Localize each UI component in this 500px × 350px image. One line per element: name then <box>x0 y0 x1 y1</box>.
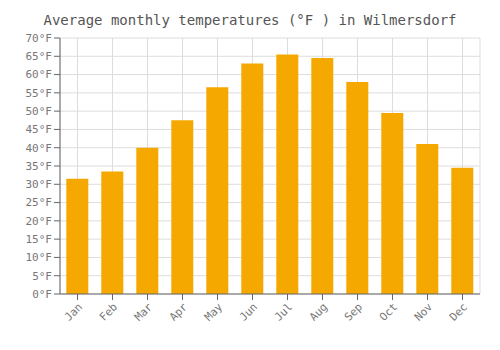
svg-text:May: May <box>202 300 226 324</box>
svg-text:15°F: 15°F <box>26 233 53 246</box>
html-text:Average monthly temperatures (: Average monthly temperatures (°F ) in Wi… <box>43 12 457 28</box>
svg-text:60°F: 60°F <box>26 68 53 81</box>
svg-text:50°F: 50°F <box>26 105 53 118</box>
svg-text:Dec: Dec <box>447 300 470 323</box>
svg-text:20°F: 20°F <box>26 215 53 228</box>
svg-text:Feb: Feb <box>97 300 120 323</box>
svg-text:Nov: Nov <box>412 300 436 324</box>
svg-text:5°F: 5°F <box>32 270 52 283</box>
svg-text:55°F: 55°F <box>26 87 53 100</box>
svg-text:70°F: 70°F <box>26 32 53 45</box>
svg-text:40°F: 40°F <box>26 142 53 155</box>
svg-text:Aug: Aug <box>307 300 330 323</box>
svg-text:10°F: 10°F <box>26 251 53 264</box>
svg-text:0°F: 0°F <box>32 288 52 301</box>
svg-text:Jul: Jul <box>272 300 295 323</box>
svg-text:25°F: 25°F <box>26 196 53 209</box>
svg-text:Jun: Jun <box>237 300 260 323</box>
svg-text:30°F: 30°F <box>26 178 53 191</box>
svg-text:35°F: 35°F <box>26 160 53 173</box>
svg-text:Oct: Oct <box>377 300 400 323</box>
svg-text:Jan: Jan <box>62 300 85 323</box>
svg-text:45°F: 45°F <box>26 123 53 136</box>
svg-text:Apr: Apr <box>167 300 191 324</box>
svg-text:65°F: 65°F <box>26 50 53 63</box>
svg-text:Sep: Sep <box>342 300 365 323</box>
svg-text:Mar: Mar <box>132 300 156 324</box>
